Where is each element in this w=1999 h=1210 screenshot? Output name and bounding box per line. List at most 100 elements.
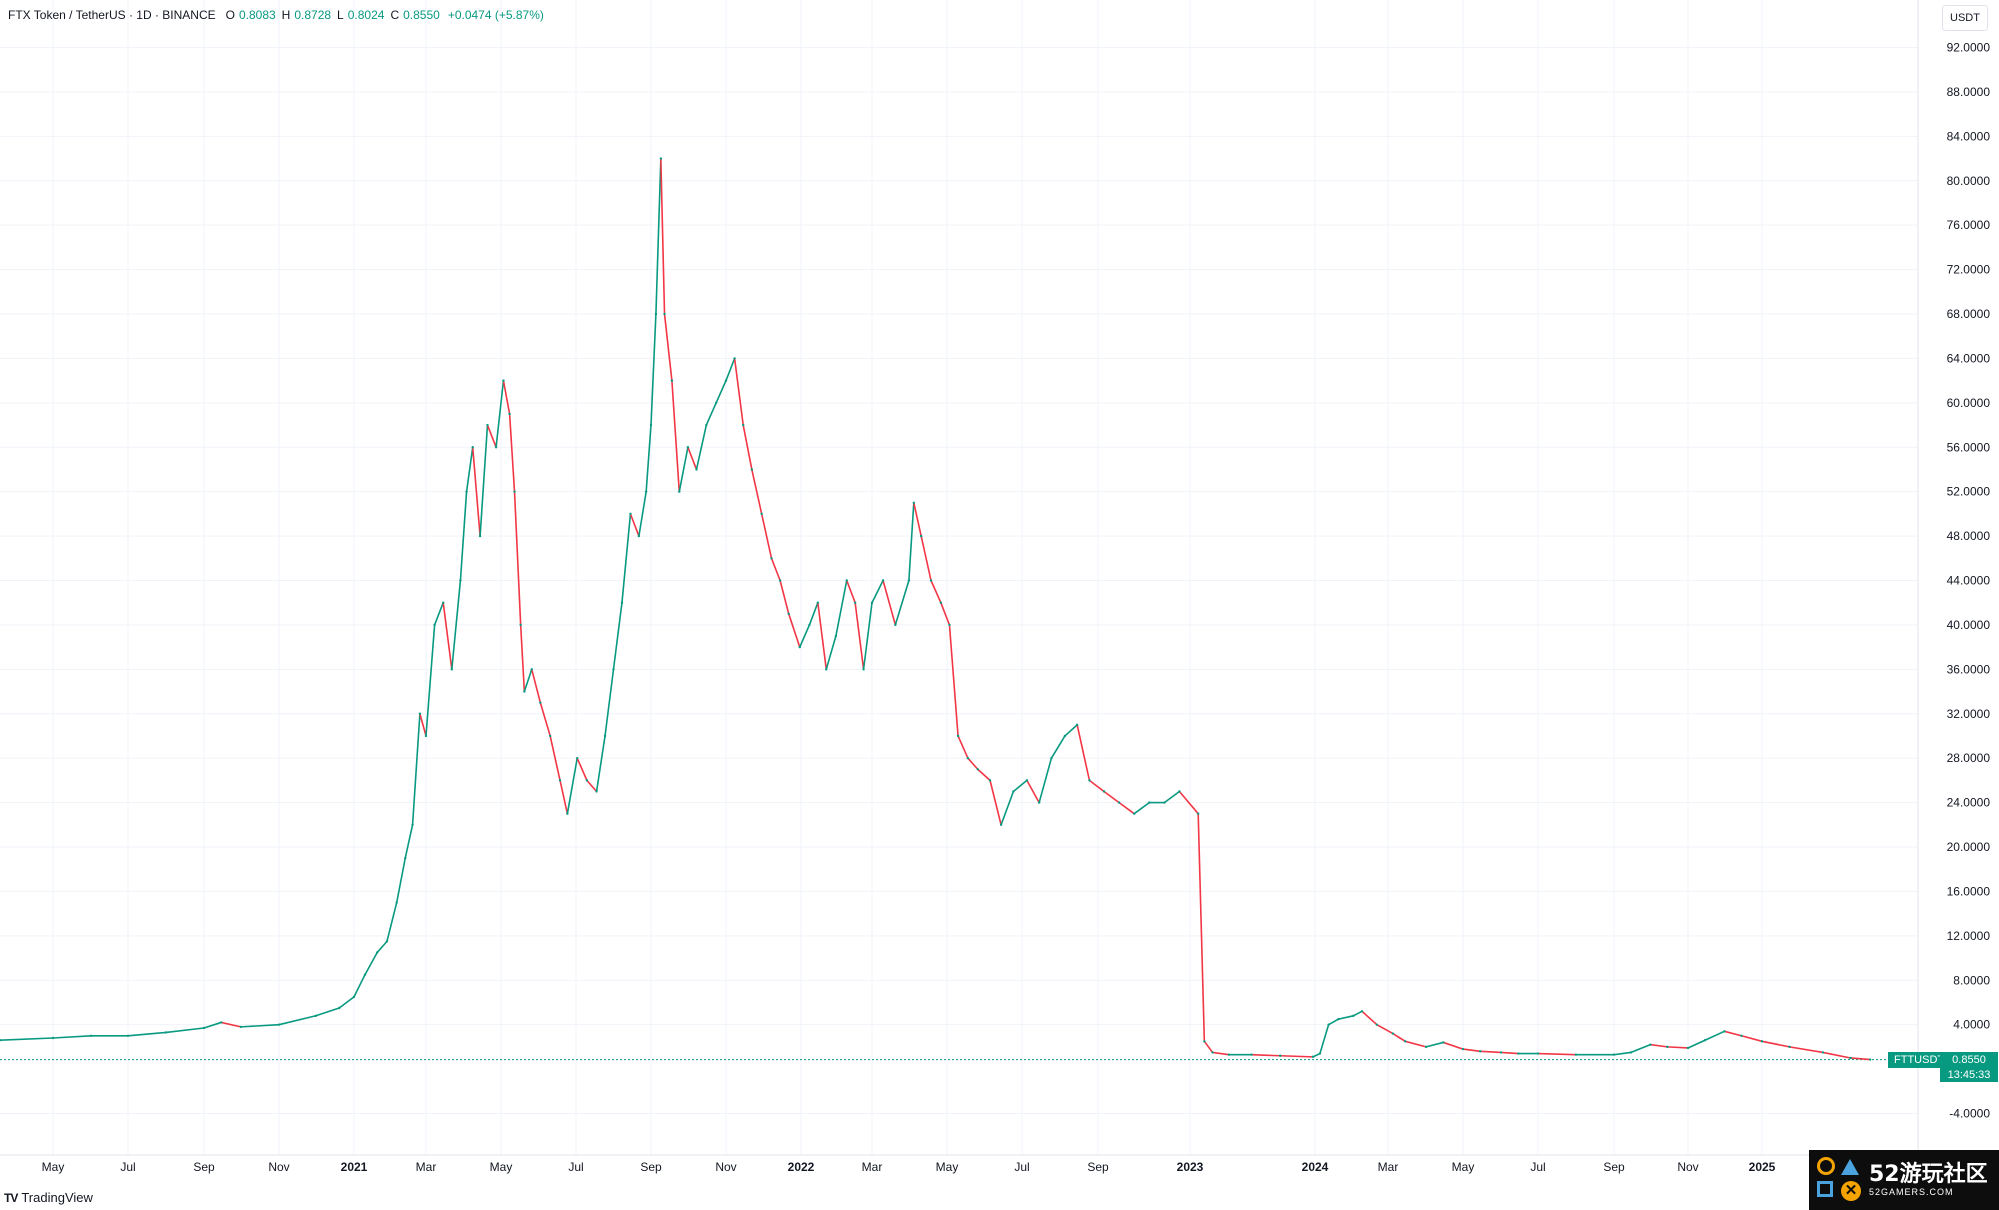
price-segment xyxy=(586,779,598,793)
price-point xyxy=(239,1025,243,1029)
x-tick-label: Sep xyxy=(640,1160,662,1174)
price-point xyxy=(862,668,865,671)
y-tick-label: 44.0000 xyxy=(1947,574,1991,588)
price-segment xyxy=(566,758,578,814)
price-point xyxy=(1666,1045,1669,1049)
price-point xyxy=(202,1026,206,1030)
price-segment xyxy=(660,158,666,315)
y-tick-label: 72.0000 xyxy=(1947,263,1991,277)
price-segment xyxy=(1280,1054,1313,1058)
price-segment xyxy=(486,424,497,448)
price-point xyxy=(1063,734,1067,738)
price-segment xyxy=(650,313,657,426)
price-point xyxy=(654,312,658,316)
price-segment xyxy=(920,535,932,581)
close-value: 0.8550 xyxy=(403,8,440,22)
price-segment xyxy=(854,602,865,670)
price-point xyxy=(644,490,648,493)
y-tick-label: 24.0000 xyxy=(1947,796,1991,810)
price-segment xyxy=(1501,1051,1519,1055)
price-segment xyxy=(459,491,468,581)
price-point xyxy=(1037,801,1041,804)
time-axis[interactable]: May Jul Sep Nov 2021 Mar May Jul Sep Nov 2022 Mar Ma… xyxy=(42,1160,1776,1174)
price-point xyxy=(548,734,552,738)
y-tick-label: 80.0000 xyxy=(1947,174,1991,188)
price-point xyxy=(948,623,951,627)
x-tick-label: Mar xyxy=(416,1160,437,1174)
currency-unit-button[interactable]: USDT xyxy=(1942,5,1988,31)
price-point xyxy=(686,446,690,449)
price-point xyxy=(1352,1014,1355,1017)
y-tick-label: 36.0000 xyxy=(1947,662,1991,676)
price-point xyxy=(51,1036,55,1040)
price-segment xyxy=(353,974,366,998)
price-segment xyxy=(1724,1030,1742,1037)
price-point xyxy=(724,379,728,382)
price-segment xyxy=(1178,790,1199,815)
price-segment xyxy=(1133,801,1150,815)
watermark-brand: 52游玩社区 xyxy=(1869,1162,1988,1187)
price-segment xyxy=(376,940,388,954)
price-point xyxy=(1278,1054,1282,1057)
tradingview-brand[interactable]: TV TradingView xyxy=(4,1190,93,1205)
price-point xyxy=(1574,1053,1578,1056)
price-point xyxy=(825,668,828,671)
price-point xyxy=(912,501,916,504)
price-segment xyxy=(1197,813,1206,1042)
price-segment xyxy=(1443,1041,1464,1050)
price-point xyxy=(424,734,428,738)
price-segment xyxy=(1319,1024,1330,1054)
price-point xyxy=(418,712,422,715)
price-point xyxy=(1424,1045,1428,1049)
y-tick-label: 84.0000 xyxy=(1947,129,1991,143)
price-point xyxy=(787,612,790,616)
price-point xyxy=(375,951,379,954)
price-point xyxy=(1117,801,1121,804)
price-segment xyxy=(0,1037,54,1042)
x-tick-label: Nov xyxy=(1677,1160,1698,1174)
price-segment xyxy=(530,669,542,703)
square-icon xyxy=(1817,1181,1833,1197)
x-tick-label: 2024 xyxy=(1302,1160,1329,1174)
price-point xyxy=(808,623,811,627)
price-segment xyxy=(787,613,801,648)
price-point xyxy=(1227,1053,1231,1056)
price-segment xyxy=(1026,779,1040,803)
price-axis[interactable]: 92.0000 88.0000 84.0000 80.0000 76.0000 72.00… xyxy=(1947,41,1991,1121)
price-segment xyxy=(655,158,662,315)
price-segment xyxy=(825,635,837,670)
price-point xyxy=(1327,1023,1330,1026)
symbol-title[interactable]: FTX Token / TetherUS · 1D · BINANCE xyxy=(8,8,216,22)
price-segment xyxy=(1741,1034,1763,1043)
y-tick-label: 48.0000 xyxy=(1947,529,1991,543)
x-tick-label: May xyxy=(1452,1160,1475,1174)
price-point xyxy=(486,423,489,427)
price-segment xyxy=(1038,757,1053,803)
price-point xyxy=(733,357,736,360)
price-segment xyxy=(977,768,991,781)
x-tick-label: Sep xyxy=(1603,1160,1625,1174)
chart-grid xyxy=(0,0,1918,1155)
price-point xyxy=(465,490,468,493)
price-point xyxy=(1360,1010,1364,1013)
price-segment xyxy=(604,669,615,737)
price-series xyxy=(0,157,1872,1061)
price-segment xyxy=(419,713,427,737)
y-tick-label: 12.0000 xyxy=(1947,929,1991,943)
price-point xyxy=(1012,790,1015,793)
price-point xyxy=(1703,1039,1707,1042)
price-segment xyxy=(1376,1023,1394,1035)
price-segment xyxy=(715,380,727,404)
price-segment xyxy=(519,624,526,692)
price-point xyxy=(1211,1051,1214,1054)
price-segment xyxy=(364,952,378,976)
price-point xyxy=(714,401,718,405)
price-point xyxy=(1337,1017,1340,1021)
price-segment xyxy=(1338,1015,1354,1020)
price-point xyxy=(338,1006,341,1010)
price-point xyxy=(956,734,960,738)
price-segment xyxy=(725,358,736,381)
price-point xyxy=(1499,1051,1503,1054)
price-point xyxy=(89,1034,93,1037)
